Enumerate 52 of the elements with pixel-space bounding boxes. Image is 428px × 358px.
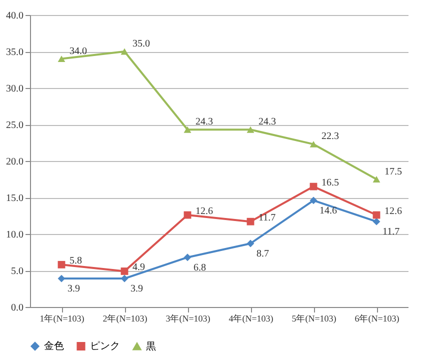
y-tick-label: 30.0	[6, 84, 24, 94]
x-tick-label: 4年(N=103)	[228, 314, 274, 324]
data-label: 14.6	[320, 205, 337, 216]
point	[120, 268, 128, 275]
y-tick-label: 25.0	[6, 120, 24, 131]
x-tick-label: 1年(N=103)	[40, 314, 84, 324]
x-tick-label: 3年(N=103)	[166, 314, 210, 324]
point	[58, 260, 66, 268]
point	[246, 240, 254, 248]
y-tick-label: 40.0	[6, 10, 24, 22]
point	[184, 254, 192, 262]
data-label: 35.0	[132, 38, 150, 50]
x-tick-label: 5年(N=103)	[292, 314, 336, 324]
data-label: 6.8	[194, 262, 206, 274]
y-tick-label: 20.0	[6, 156, 24, 168]
data-label: 8.7	[256, 248, 269, 260]
data-label: 22.3	[322, 131, 339, 142]
data-label: 11.7	[258, 212, 276, 224]
point	[310, 182, 318, 190]
data-label: 24.3	[196, 116, 213, 128]
x-tick-label: 6年(N=103)	[354, 314, 400, 324]
y-tick-label: 35.0	[6, 47, 24, 58]
point	[246, 218, 254, 226]
data-label: 17.5	[384, 166, 402, 178]
data-label: 4.9	[132, 262, 145, 274]
point	[120, 48, 128, 55]
data-label: 5.8	[70, 256, 82, 267]
data-label: 12.6	[196, 206, 213, 218]
data-label: 3.9	[68, 284, 80, 295]
y-tick-label: 0.0	[11, 302, 24, 314]
data-label: 16.5	[322, 178, 339, 189]
point	[120, 274, 128, 282]
legend-label: 金色	[44, 340, 64, 352]
y-tick-label: 10.0	[6, 230, 24, 240]
legend-label: ピンク	[90, 341, 120, 352]
point	[310, 196, 318, 204]
data-label: 24.3	[258, 116, 276, 128]
legend-label: 黒	[146, 341, 156, 352]
point	[310, 141, 318, 148]
point	[58, 274, 66, 282]
point	[58, 56, 66, 62]
data-label: 3.9	[130, 284, 143, 295]
y-tick-label: 15.0	[6, 193, 24, 204]
data-label: 12.6	[384, 206, 402, 218]
point	[246, 126, 254, 133]
y-tick-label: 5.0	[11, 266, 24, 277]
data-label: 34.0	[70, 46, 87, 57]
point	[184, 126, 192, 133]
point	[372, 176, 380, 182]
x-tick-label: 2年(N=103)	[102, 314, 148, 324]
point	[372, 218, 380, 226]
data-label: 11.7	[382, 226, 400, 238]
